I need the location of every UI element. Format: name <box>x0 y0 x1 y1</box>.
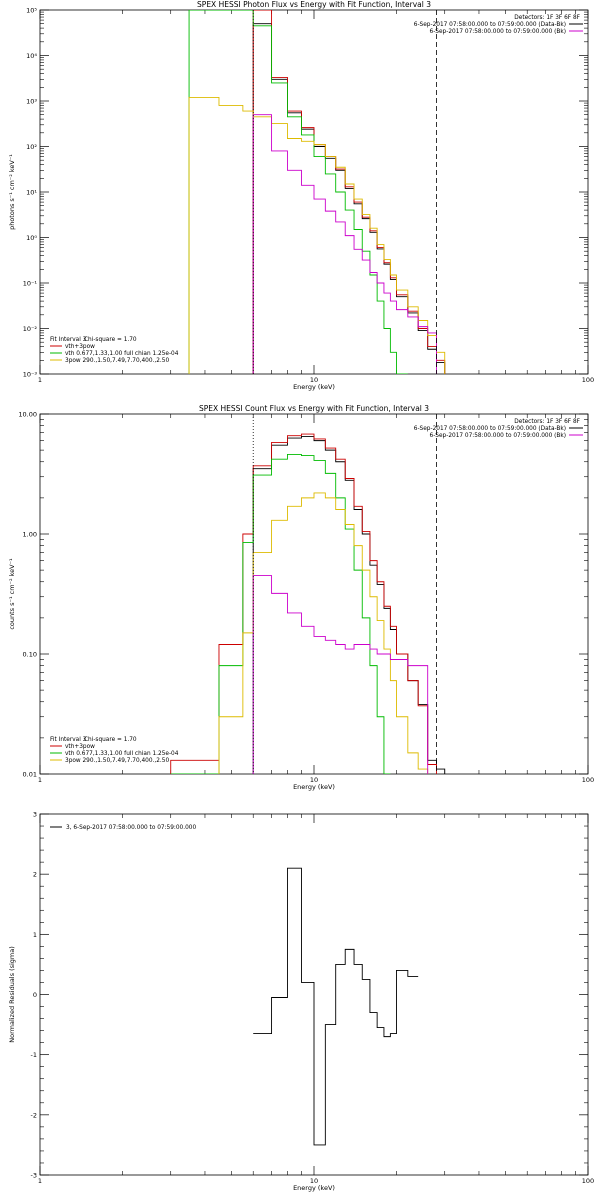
info-line: Detectors: 1F 3F 6F 8F <box>514 15 580 21</box>
y-tick-label: -3 <box>31 1172 37 1180</box>
y-tick-label: 0.01 <box>23 771 37 779</box>
y-tick-label: 10⁴ <box>26 52 37 60</box>
info-line: 6-Sep-2017 07:58:00.000 to 07:59:00.000 … <box>430 433 566 439</box>
fit-interval-label: Fit Interval 3 <box>50 337 87 343</box>
chart-panel-1: SPEX HESSI Photon Flux vs Energy with Fi… <box>8 0 594 391</box>
y-tick-label: 1 <box>33 931 37 939</box>
series-line-2 <box>252 10 446 374</box>
chart-panel-2: SPEX HESSI Count Flux vs Energy with Fit… <box>8 404 594 791</box>
info-line: Detectors: 1F 3F 6F 8F <box>514 419 580 425</box>
x-tick-label: 10 <box>310 376 318 384</box>
legend-entry: 3pow 290.,1.50,7.49,7.70,400.,2.50 <box>65 758 169 764</box>
y-tick-label: 10³ <box>26 98 37 106</box>
legend-entry: vth+3pow <box>65 744 95 750</box>
series-group <box>170 433 446 774</box>
plot-frame <box>39 413 589 775</box>
y-axis-label: photons s⁻¹ cm⁻² keV⁻¹ <box>8 154 16 230</box>
series-line-5 <box>252 575 429 774</box>
series-line-5 <box>252 114 437 374</box>
x-tick-label: 10 <box>310 1177 318 1185</box>
x-axis-label: Energy (keV) <box>293 783 335 791</box>
info-line: 6-Sep-2017 07:58:00.000 to 07:59:00.000 … <box>430 29 566 35</box>
series-group <box>253 867 419 1146</box>
y-tick-label: 10² <box>26 143 37 151</box>
y-tick-label: 10¹ <box>26 189 37 197</box>
legend-entry: vth+3pow <box>65 344 95 350</box>
y-tick-label: 0 <box>33 991 37 999</box>
chart-panel-3: Energy (keV) Normalized Residuals (sigma)… <box>8 811 594 1193</box>
fit-interval-label: Fit Interval 3 <box>50 737 87 743</box>
x-axis-label: Energy (keV) <box>293 383 335 391</box>
info-line: 6-Sep-2017 07:58:00.000 to 07:59:00.000 … <box>414 22 566 28</box>
y-tick-label: 10⁻¹ <box>23 280 38 288</box>
series-line-1 <box>252 23 446 374</box>
y-axis-label: Normalized Residuals (sigma) <box>8 946 16 1043</box>
chart-title: SPEX HESSI Count Flux vs Energy with Fit… <box>199 404 429 413</box>
y-tick-label: -1 <box>31 1051 37 1059</box>
series-line-4 <box>188 96 446 374</box>
y-tick-label: 10⁻² <box>23 325 38 333</box>
y-tick-label: 2 <box>33 871 37 879</box>
y-tick-label: 1.00 <box>23 531 37 539</box>
legend-entry: 3, 6-Sep-2017 07:58:00.000 to 07:59:00.0… <box>66 825 196 831</box>
series-group <box>188 10 446 374</box>
x-tick-label: 100 <box>582 376 594 384</box>
y-tick-label: 10⁵ <box>26 7 37 15</box>
y-tick-label: 0.10 <box>23 651 37 659</box>
series-line-3 <box>170 454 391 774</box>
y-tick-label: 10.00 <box>18 411 37 419</box>
y-tick-label: 10⁰ <box>26 234 37 242</box>
series-line-4 <box>218 492 429 774</box>
y-tick-label: -2 <box>31 1111 37 1119</box>
y-tick-label: 3 <box>33 811 37 819</box>
series-line-1 <box>253 867 419 1146</box>
info-line: 6-Sep-2017 07:58:00.000 to 07:59:00.000 … <box>414 426 566 432</box>
series-line-1 <box>252 436 446 774</box>
x-tick-label: 1 <box>38 776 42 784</box>
chi-square-label: Chi-square = 1.70 <box>84 737 137 743</box>
series-line-3 <box>188 10 408 374</box>
x-tick-label: 1 <box>38 376 42 384</box>
legend-entry: 3pow 290.,1.50,7.49,7.70,400.,2.50 <box>65 358 169 364</box>
legend-entry: vth 0.677,1.33,1.00 full chian 1.25e-04 <box>65 751 179 757</box>
series-line-2 <box>170 433 437 774</box>
x-tick-label: 1 <box>38 1177 42 1185</box>
x-tick-label: 10 <box>310 776 318 784</box>
chart-title: SPEX HESSI Photon Flux vs Energy with Fi… <box>197 0 431 9</box>
y-tick-label: 10⁻³ <box>23 371 38 379</box>
legend-entry: vth 0.677,1.33,1.00 full chian 1.25e-04 <box>65 351 179 357</box>
x-tick-label: 100 <box>582 1177 594 1185</box>
y-axis-label: counts s⁻¹ cm⁻² keV⁻¹ <box>8 558 16 630</box>
x-tick-label: 100 <box>582 776 594 784</box>
x-axis-label: Energy (keV) <box>293 1184 335 1192</box>
chi-square-label: Chi-square = 1.70 <box>84 337 137 343</box>
